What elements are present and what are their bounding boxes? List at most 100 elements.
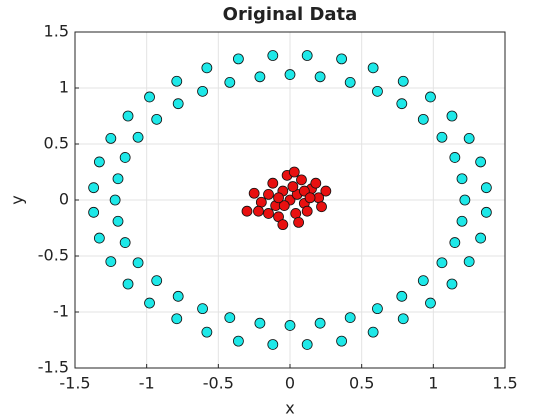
point [255, 196, 267, 208]
y-tick-label: -0.5 [38, 246, 69, 265]
y-tick-label: 0 [59, 190, 69, 209]
point [172, 98, 184, 110]
point [267, 177, 279, 189]
point [132, 131, 144, 143]
point [284, 320, 296, 331]
point [277, 219, 289, 231]
point [201, 62, 213, 74]
x-tick-label: -1.5 [59, 374, 90, 393]
point [293, 216, 305, 228]
point [367, 326, 379, 338]
point [316, 201, 327, 213]
point [310, 177, 322, 189]
x-tick-label: 0 [285, 374, 295, 393]
point [248, 187, 260, 199]
point [151, 113, 163, 125]
point [93, 156, 105, 168]
point [287, 181, 299, 192]
point [122, 110, 134, 122]
point [273, 192, 284, 204]
point [475, 156, 487, 168]
point [372, 85, 383, 97]
point [172, 290, 184, 302]
point [109, 194, 121, 206]
point [224, 77, 236, 88]
point [253, 205, 264, 217]
point [278, 200, 290, 212]
point [254, 71, 266, 83]
point [171, 313, 183, 325]
point [288, 166, 300, 178]
point [197, 85, 208, 97]
point [232, 53, 244, 65]
chart-title: Original Data [223, 4, 358, 25]
point [112, 173, 124, 185]
x-tick-label: 0.5 [349, 374, 374, 393]
x-tick-label: 1 [428, 374, 438, 393]
point [475, 232, 487, 244]
point [344, 312, 356, 324]
x-tick-label: -0.5 [203, 374, 234, 393]
point [296, 174, 307, 186]
y-tick-label: 1.5 [44, 22, 69, 41]
point [446, 278, 458, 290]
point [417, 275, 429, 287]
point [112, 215, 124, 227]
point [417, 113, 429, 125]
y-tick-label: 1 [59, 78, 69, 97]
point [88, 206, 100, 218]
point [263, 188, 274, 200]
point [105, 256, 117, 268]
point [105, 132, 117, 144]
point [267, 50, 279, 61]
point [425, 91, 436, 103]
point [267, 339, 279, 350]
x-tick-label: -1 [139, 374, 155, 393]
point [122, 278, 134, 290]
point [397, 313, 409, 325]
point [449, 152, 461, 163]
point [449, 237, 461, 248]
point [93, 232, 105, 244]
point [151, 275, 163, 287]
x-tick-label: 1.5 [492, 374, 517, 393]
x-axis-label: x [285, 399, 294, 418]
point [301, 50, 313, 61]
point [201, 326, 213, 338]
point [132, 257, 144, 269]
y-axis-label: y [8, 195, 27, 204]
point [254, 317, 266, 329]
point [314, 317, 326, 329]
point [314, 71, 326, 83]
y-tick-label: -1.5 [38, 358, 69, 377]
point [396, 290, 408, 302]
y-tick-label: -1 [53, 302, 69, 321]
point [336, 53, 348, 65]
point [284, 69, 296, 80]
point [367, 62, 379, 74]
point [463, 256, 475, 268]
point [301, 339, 313, 350]
point [290, 208, 302, 219]
point [263, 208, 274, 219]
point [336, 335, 348, 347]
point [171, 75, 183, 87]
point [320, 185, 332, 197]
point [224, 312, 236, 324]
point [119, 237, 131, 248]
point [88, 182, 100, 194]
plot-frame [74, 31, 506, 369]
point [304, 192, 316, 204]
point [197, 303, 208, 315]
point [436, 131, 448, 143]
point [397, 75, 409, 87]
point [144, 297, 155, 309]
point [480, 182, 492, 194]
point [372, 303, 383, 315]
y-tick-label: 0.5 [44, 134, 69, 153]
point [456, 173, 468, 185]
point [144, 91, 155, 103]
point [436, 257, 448, 269]
point [232, 335, 244, 347]
